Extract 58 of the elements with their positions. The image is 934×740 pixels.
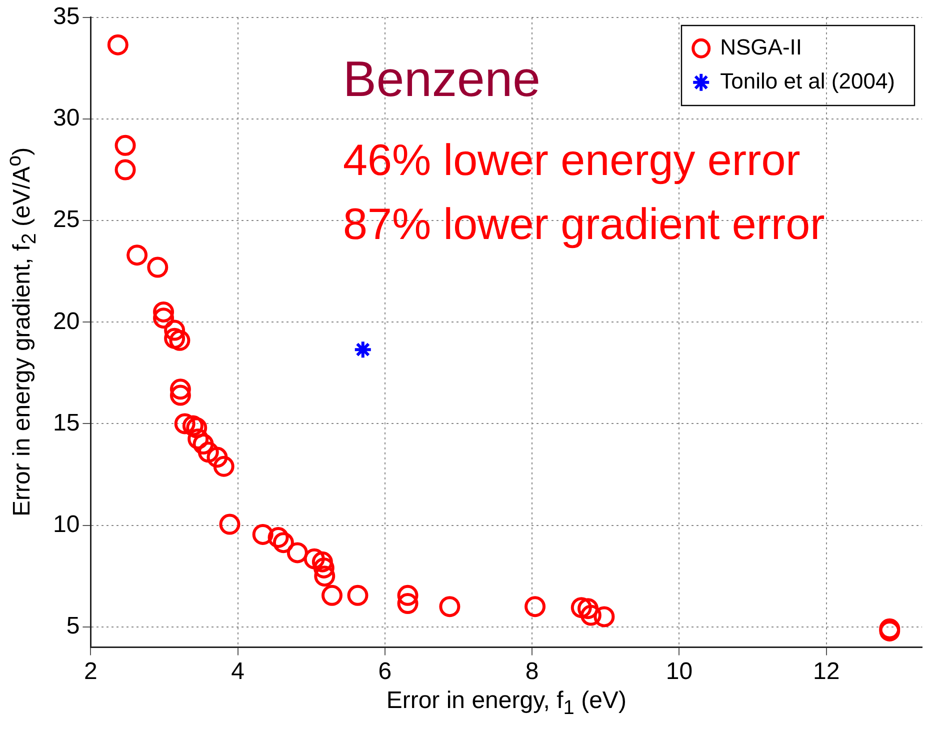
point — [170, 384, 191, 406]
point — [114, 134, 136, 156]
point — [439, 596, 460, 618]
point — [272, 532, 294, 554]
point — [397, 593, 418, 614]
point — [252, 524, 274, 545]
point — [169, 330, 190, 351]
point — [313, 557, 334, 578]
x-tick-label: 2 — [84, 658, 98, 686]
point — [164, 320, 186, 341]
x-axis-title: Error in energy, f$_{1}$ (eV) — [386, 687, 626, 720]
point — [314, 566, 336, 587]
y-tick-label: 15 — [52, 409, 80, 436]
point — [182, 415, 204, 436]
point — [594, 606, 615, 628]
point — [192, 434, 214, 455]
point — [164, 328, 186, 349]
point — [286, 542, 308, 564]
point — [580, 604, 602, 626]
y-tick-label: 10 — [52, 510, 80, 538]
x-tick-label: 8 — [525, 658, 539, 686]
point — [188, 428, 209, 450]
point — [126, 244, 148, 266]
point — [524, 596, 546, 618]
point — [570, 597, 592, 618]
point — [353, 340, 372, 360]
point — [147, 256, 168, 278]
point — [170, 378, 191, 400]
annotation: 87% lower gradient error — [343, 200, 825, 250]
x-tick-label: 4 — [231, 658, 245, 686]
point — [206, 446, 228, 468]
point — [114, 159, 136, 180]
point — [347, 584, 368, 606]
point — [174, 413, 196, 434]
point — [321, 584, 342, 606]
point — [219, 514, 240, 535]
point — [198, 442, 219, 463]
point — [578, 598, 599, 620]
x-tick-label: 6 — [378, 658, 392, 686]
point — [107, 34, 128, 56]
point — [213, 456, 234, 477]
y-tick-label: 5 — [66, 612, 80, 640]
x-tick-label: 12 — [813, 658, 840, 686]
annotation: 46% lower energy error — [343, 136, 800, 186]
point — [397, 584, 418, 606]
legend-label: Tonilo et al (2004) — [720, 68, 896, 94]
point — [153, 301, 174, 322]
x-tick-label: 10 — [666, 658, 693, 686]
annotation: Benzene — [343, 50, 540, 108]
y-tick-label: 25 — [52, 206, 80, 234]
point — [304, 548, 325, 570]
point — [268, 526, 289, 548]
y-tick-label: 35 — [52, 3, 80, 30]
legend-label: NSGA-II — [720, 34, 802, 60]
point — [153, 308, 174, 329]
y-tick-label: 20 — [52, 308, 80, 335]
y-tick-label: 30 — [52, 104, 80, 132]
point — [312, 551, 333, 572]
